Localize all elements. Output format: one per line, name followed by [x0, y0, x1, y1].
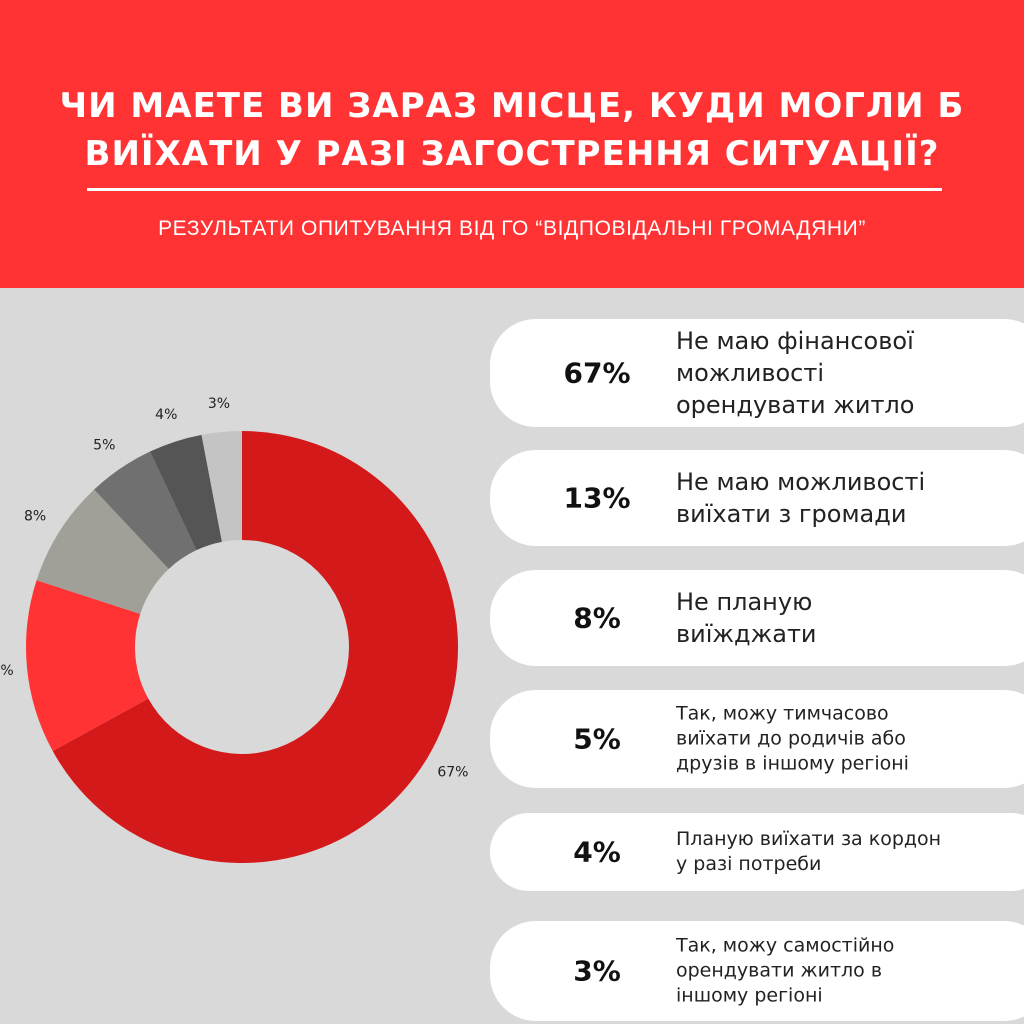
- donut-slice: [36, 489, 169, 614]
- page-title: ЧИ МАЕТЕ ВИ ЗАРАЗ МІСЦЕ, КУДИ МОГЛИ Б ВИ…: [40, 82, 984, 178]
- donut-slice: [26, 580, 149, 752]
- legend-label-line: Не планую: [676, 588, 813, 616]
- slice-label: 5%: [93, 437, 115, 453]
- legend-percent: 67%: [563, 356, 631, 390]
- donut-slice: [201, 431, 242, 542]
- legend-label: Не маю фінансової можливості орендувати …: [676, 325, 1006, 421]
- legend-percent: 8%: [573, 601, 621, 635]
- legend-item-13: 13% Не маю можливості виїхати з громади: [490, 450, 1024, 546]
- donut-slice: [94, 451, 197, 570]
- legend-item-5: 5% Так, можу тимчасово виїхати до родичі…: [490, 690, 1024, 788]
- legend-label-line: орендувати житло: [676, 391, 915, 419]
- header-banner: ЧИ МАЕТЕ ВИ ЗАРАЗ МІСЦЕ, КУДИ МОГЛИ Б ВИ…: [0, 0, 1024, 288]
- legend-percent: 3%: [573, 954, 621, 988]
- legend-label-line: орендувати житло в: [676, 959, 883, 982]
- legend-label-line: Планую виїхати за кордон: [676, 828, 942, 850]
- slice-label: 13%: [0, 663, 14, 679]
- legend-percent: 13%: [563, 481, 631, 515]
- legend-label: Планую виїхати за кордон у разі потреби: [676, 827, 1006, 877]
- legend-percent: 4%: [573, 835, 621, 869]
- slice-label: 67%: [437, 765, 468, 781]
- donut-slice: [150, 434, 222, 551]
- title-line-2: ВИЇХАТИ У РАЗІ ЗАГОСТРЕННЯ СИТУАЦІЇ?: [84, 134, 940, 174]
- legend-item-4: 4% Планую виїхати за кордон у разі потре…: [490, 813, 1024, 891]
- title-line-1: ЧИ МАЕТЕ ВИ ЗАРАЗ МІСЦЕ, КУДИ МОГЛИ Б: [59, 86, 965, 126]
- legend-label: Не маю можливості виїхати з громади: [676, 466, 1006, 530]
- legend-percent: 5%: [573, 722, 621, 756]
- legend-label-line: можливості: [676, 359, 825, 387]
- legend-label: Так, можу тимчасово виїхати до родичів а…: [676, 702, 1006, 777]
- legend-label-line: Так, можу самостійно: [676, 934, 895, 957]
- legend-label: Не планую виїжджати: [676, 586, 1006, 650]
- legend-label-line: друзів в іншому регіоні: [676, 752, 909, 775]
- legend-item-3: 3% Так, можу самостійно орендувати житло…: [490, 921, 1024, 1021]
- legend-label-line: виїхати з громади: [676, 500, 907, 528]
- legend-label-line: Не маю можливості: [676, 468, 926, 496]
- legend-label-line: іншому регіоні: [676, 984, 823, 1007]
- slice-label: 3%: [208, 396, 230, 412]
- page-subtitle: РЕЗУЛЬТАТИ ОПИТУВАННЯ ВІД ГО “ВІДПОВІДАЛ…: [158, 217, 866, 240]
- donut-chart: 67% 13% 8% 5% 4% 3%: [0, 396, 468, 863]
- legend-label-line: виїхати до родичів або: [676, 727, 906, 750]
- donut-slice: [52, 431, 458, 863]
- legend-label-line: у разі потреби: [676, 853, 822, 875]
- slice-label: 8%: [24, 509, 46, 525]
- legend-label-line: Не маю фінансової: [676, 327, 914, 355]
- legend-item-8: 8% Не планую виїжджати: [490, 570, 1024, 666]
- slice-label: 4%: [155, 407, 177, 423]
- legend-label: Так, можу самостійно орендувати житло в …: [676, 934, 1006, 1009]
- title-divider: [87, 188, 942, 191]
- legend-item-67: 67% Не маю фінансової можливості орендув…: [490, 319, 1024, 427]
- legend-label-line: Так, можу тимчасово: [676, 702, 889, 725]
- legend-label-line: виїжджати: [676, 620, 817, 648]
